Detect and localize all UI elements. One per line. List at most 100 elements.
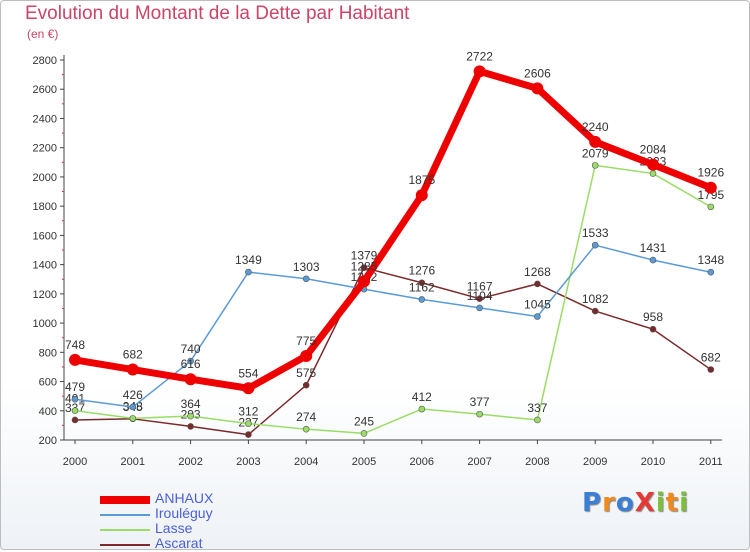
y-tick-label: 2000 bbox=[33, 172, 57, 184]
y-tick-label: 1200 bbox=[33, 289, 57, 301]
x-tick-label: 2009 bbox=[583, 456, 607, 468]
x-tick-label: 2003 bbox=[236, 456, 260, 468]
data-point-ascarat bbox=[187, 423, 194, 430]
series-line-ascarat bbox=[74, 266, 712, 436]
legend-label-anhaux: ANHAUX bbox=[155, 490, 214, 506]
data-point-ascarat bbox=[591, 307, 599, 315]
data-label-lasse: 377 bbox=[470, 395, 490, 409]
y-tick-label: 600 bbox=[39, 377, 57, 389]
data-point-anhaux bbox=[184, 373, 197, 386]
data-point-lasse bbox=[187, 412, 194, 420]
data-label-lasse: 364 bbox=[181, 397, 201, 411]
data-point-lasse bbox=[129, 415, 137, 422]
data-label-ascarat: 575 bbox=[296, 366, 316, 380]
data-point-irouleguy bbox=[418, 296, 426, 303]
x-tick-label: 2002 bbox=[178, 456, 202, 468]
data-point-anhaux bbox=[358, 275, 370, 288]
data-label-lasse: 337 bbox=[527, 401, 547, 415]
y-tick-label: 400 bbox=[39, 406, 57, 418]
data-point-irouleguy bbox=[302, 275, 310, 283]
data-point-lasse bbox=[591, 162, 599, 169]
x-tick-label: 2000 bbox=[63, 456, 87, 468]
series-line-irouleguy bbox=[74, 244, 712, 408]
chart-subtitle: (en €) bbox=[27, 27, 59, 41]
data-point-lasse bbox=[649, 170, 657, 177]
legend-swatch-anhaux bbox=[100, 496, 150, 504]
data-label-ascarat: 682 bbox=[701, 351, 721, 365]
legend-swatch-ascarat bbox=[100, 544, 150, 546]
data-label-anhaux: 616 bbox=[181, 357, 201, 371]
data-label-ascarat: 1268 bbox=[524, 265, 551, 279]
y-tick-label: 1800 bbox=[33, 201, 57, 213]
data-point-anhaux bbox=[300, 349, 313, 362]
data-label-anhaux: 2084 bbox=[640, 143, 667, 157]
data-label-irouleguy: 426 bbox=[123, 388, 143, 402]
data-label-lasse: 412 bbox=[412, 390, 432, 404]
data-label-lasse: 245 bbox=[354, 414, 374, 428]
data-point-irouleguy bbox=[476, 304, 483, 312]
y-tick-label: 1600 bbox=[33, 230, 57, 242]
data-point-ascarat bbox=[302, 381, 310, 389]
data-point-ascarat bbox=[707, 366, 715, 373]
data-point-anhaux bbox=[531, 82, 544, 95]
data-point-lasse bbox=[418, 405, 426, 413]
data-point-ascarat bbox=[71, 416, 79, 424]
data-label-lasse: 2079 bbox=[582, 146, 609, 160]
data-point-anhaux bbox=[589, 135, 602, 148]
data-point-ascarat bbox=[245, 431, 252, 438]
data-label-ascarat: 958 bbox=[643, 310, 663, 324]
data-point-lasse bbox=[302, 425, 310, 433]
y-tick-label: 800 bbox=[39, 347, 57, 359]
data-point-ascarat bbox=[649, 325, 657, 333]
y-tick-label: 2800 bbox=[33, 55, 57, 67]
data-point-ascarat bbox=[476, 295, 483, 302]
data-point-irouleguy bbox=[71, 395, 79, 403]
data-point-anhaux bbox=[473, 65, 486, 78]
data-label-irouleguy: 1162 bbox=[409, 280, 435, 294]
data-label-lasse: 312 bbox=[238, 405, 258, 419]
y-tick-label: 1000 bbox=[33, 318, 57, 330]
data-point-lasse bbox=[245, 420, 252, 427]
data-point-anhaux bbox=[415, 189, 428, 202]
x-tick-label: 2007 bbox=[467, 456, 491, 468]
legend-swatch-irouleguy bbox=[100, 514, 150, 516]
data-point-irouleguy bbox=[649, 256, 657, 264]
y-tick-label: 1400 bbox=[33, 260, 57, 272]
data-label-ascarat: 1167 bbox=[467, 280, 493, 294]
data-label-irouleguy: 1533 bbox=[582, 226, 609, 240]
data-point-anhaux bbox=[242, 382, 255, 395]
chart-title: Evolution du Montant de la Dette par Hab… bbox=[25, 3, 410, 24]
x-tick-label: 2011 bbox=[699, 456, 723, 468]
data-label-anhaux: 554 bbox=[238, 366, 258, 380]
data-point-irouleguy bbox=[187, 357, 194, 365]
data-label-anhaux: 2606 bbox=[524, 66, 551, 80]
x-tick-label: 2004 bbox=[294, 456, 318, 468]
x-tick-label: 2006 bbox=[410, 456, 434, 468]
x-tick-label: 2010 bbox=[641, 456, 665, 468]
data-label-anhaux: 1285 bbox=[351, 259, 378, 273]
data-point-anhaux bbox=[647, 158, 659, 171]
series-line-anhaux bbox=[71, 67, 715, 392]
data-point-irouleguy bbox=[534, 313, 541, 320]
data-point-lasse bbox=[476, 410, 483, 418]
data-label-irouleguy: 1349 bbox=[235, 253, 262, 267]
y-tick-label: 200 bbox=[39, 435, 57, 447]
x-tick-label: 2005 bbox=[352, 456, 376, 468]
data-point-irouleguy bbox=[707, 268, 715, 276]
y-tick-label: 2200 bbox=[33, 143, 57, 155]
data-label-irouleguy: 740 bbox=[181, 342, 201, 356]
data-point-lasse bbox=[707, 203, 715, 211]
data-point-irouleguy bbox=[129, 403, 137, 411]
data-point-anhaux bbox=[69, 353, 81, 366]
legend-label-lasse: Lasse bbox=[155, 520, 193, 536]
y-tick-label: 2400 bbox=[33, 113, 57, 125]
proxiti-logo: ProXiti bbox=[582, 488, 690, 518]
data-label-irouleguy: 1104 bbox=[467, 289, 493, 303]
data-point-irouleguy bbox=[245, 268, 252, 276]
series-line-lasse bbox=[74, 164, 712, 435]
data-point-lasse bbox=[71, 407, 79, 414]
legend-label-ascarat: Ascarat bbox=[155, 535, 203, 551]
data-point-lasse bbox=[534, 416, 541, 424]
data-label-anhaux: 682 bbox=[123, 348, 143, 362]
